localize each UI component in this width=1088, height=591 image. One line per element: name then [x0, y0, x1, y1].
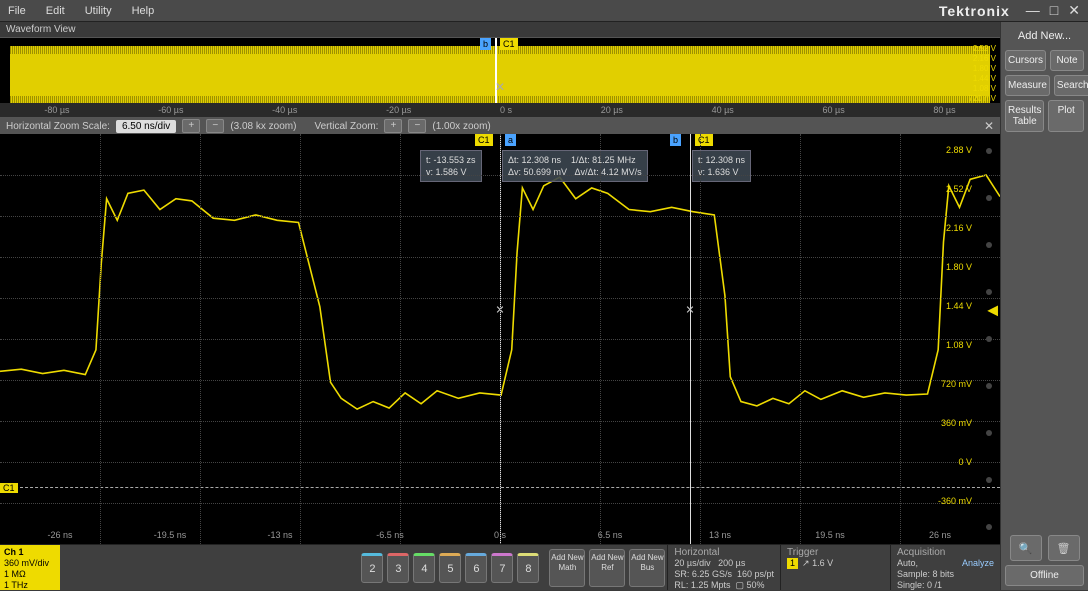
cursor-a-tag[interactable]: a	[505, 134, 516, 146]
menu-help[interactable]: Help	[132, 5, 155, 17]
magnifier-icon: 🔍	[1019, 542, 1033, 555]
hz-zoom-out-button[interactable]: −	[206, 119, 224, 133]
hz-zoom-value[interactable]: 6.50 ns/div	[116, 120, 176, 133]
brand-logo: Tektronix	[939, 3, 1010, 19]
x-tick-label: -13 ns	[267, 530, 292, 540]
cursor-b-reticle-icon: ✕	[685, 304, 694, 317]
x-tick-label: -26 ns	[47, 530, 72, 540]
minimize-icon[interactable]: —	[1026, 2, 1040, 19]
y-tick-label: 720 mV	[941, 379, 972, 389]
window-controls: — □ ✕	[1026, 2, 1080, 19]
waveform-overview[interactable]: 2.52 V2.16 V 1.80 V1.44 V 1.08 V720 mV 3…	[0, 38, 1000, 118]
waveform-view-header: Waveform View	[0, 22, 1000, 38]
channel-6-button[interactable]: 6	[465, 553, 487, 583]
x-tick-label: 0 s	[494, 530, 506, 540]
x-tick-label: 6.5 ns	[598, 530, 623, 540]
x-tick-label: -6.5 ns	[376, 530, 404, 540]
channel-3-button[interactable]: 3	[387, 553, 409, 583]
channel-buttons: 2345678	[353, 545, 547, 590]
main-plot[interactable]: C1 ✕ C1 a ✕ b C1 t: -13.553 zs v: 1.586 …	[0, 134, 1000, 544]
channel-5-button[interactable]: 5	[439, 553, 461, 583]
vz-zoom-in-button[interactable]: +	[384, 119, 402, 133]
overview-waveform	[10, 46, 990, 104]
overview-ch1-tag[interactable]: C1	[500, 38, 518, 50]
menu-edit[interactable]: Edit	[46, 5, 65, 17]
channel-4-button[interactable]: 4	[413, 553, 435, 583]
delete-tool-button[interactable]: 🗑	[1048, 535, 1080, 561]
results-table-button[interactable]: Results Table	[1005, 100, 1044, 132]
y-tick-label: 2.88 V	[946, 145, 972, 155]
zoom-tool-button[interactable]: 🔍	[1010, 535, 1042, 561]
cursor-b-ch-tag: C1	[695, 134, 713, 146]
add-ref-button[interactable]: Add New Ref	[589, 549, 625, 587]
hz-zoom-label: Horizontal Zoom Scale:	[6, 121, 110, 132]
measure-button[interactable]: Measure	[1005, 75, 1050, 96]
cursor-b-tag[interactable]: b	[670, 134, 681, 146]
x-tick-label: 13 ns	[709, 530, 731, 540]
channel-8-button[interactable]: 8	[517, 553, 539, 583]
right-sidebar: Add New... Cursors Note Measure Search R…	[1000, 22, 1088, 590]
y-tick-label: -360 mV	[938, 496, 972, 506]
channel-7-button[interactable]: 7	[491, 553, 513, 583]
y-tick-label: 360 mV	[941, 418, 972, 428]
x-tick-label: 19.5 ns	[815, 530, 845, 540]
x-tick-label: 26 ns	[929, 530, 951, 540]
cursors-button[interactable]: Cursors	[1005, 50, 1046, 71]
menu-bar: File Edit Utility Help Tektronix — □ ✕	[0, 0, 1088, 22]
menu-utility[interactable]: Utility	[85, 5, 112, 17]
note-button[interactable]: Note	[1050, 50, 1084, 71]
y-tick-label: 1.80 V	[946, 262, 972, 272]
cursor-delta-readout[interactable]: Δt: 12.308 ns 1/Δt: 81.25 MHz Δv: 50.699…	[502, 150, 648, 182]
trash-icon: 🗑	[1057, 542, 1071, 555]
channel-2-button[interactable]: 2	[361, 553, 383, 583]
overview-cursor-b-tag[interactable]: b	[480, 38, 491, 50]
ch1-bandwidth: 1 THz	[4, 580, 56, 591]
y-tick-label: 1.44 V	[946, 301, 972, 311]
vz-zoom-out-button[interactable]: −	[408, 119, 426, 133]
close-icon[interactable]: ✕	[1068, 2, 1080, 19]
x-tick-label: -19.5 ns	[154, 530, 187, 540]
add-math-button[interactable]: Add New Math	[549, 549, 585, 587]
vz-zoom-label: Vertical Zoom:	[314, 121, 378, 132]
overview-time-axis: -80 µs-60 µs -40 µs-20 µs 0 s20 µs 40 µs…	[0, 103, 1000, 117]
menu-file[interactable]: File	[8, 5, 26, 17]
search-button[interactable]: Search	[1054, 75, 1088, 96]
acquisition-panel[interactable]: Acquisition Auto,Analyze Sample: 8 bits …	[890, 545, 1000, 590]
zoom-toolbar: Horizontal Zoom Scale: 6.50 ns/div + − (…	[0, 118, 1000, 134]
offline-button[interactable]: Offline	[1005, 565, 1084, 586]
overview-reticle-icon: ✕	[495, 80, 505, 94]
zoom-close-button[interactable]: ✕	[984, 119, 994, 133]
y-tick-label: 0 V	[958, 457, 972, 467]
horizontal-panel[interactable]: Horizontal 20 µs/div 200 µs SR: 6.25 GS/…	[667, 545, 780, 590]
cursor-a-ch-tag: C1	[475, 134, 493, 146]
sidebar-title: Add New...	[1005, 26, 1084, 46]
analyze-link[interactable]: Analyze	[962, 558, 994, 569]
cursor-a-readout[interactable]: t: -13.553 zs v: 1.586 V	[420, 150, 482, 182]
ch1-ground-tag[interactable]: C1	[0, 483, 18, 493]
ch1-scale: 360 mV/div	[4, 558, 56, 569]
ch1-badge[interactable]: Ch 1 360 mV/div 1 MΩ 1 THz	[0, 545, 60, 590]
plot-button[interactable]: Plot	[1048, 100, 1084, 132]
ch1-impedance: 1 MΩ	[4, 569, 56, 580]
y-tick-label: 2.52 V	[946, 184, 972, 194]
y-tick-label: 2.16 V	[946, 223, 972, 233]
y-tick-label: 1.08 V	[946, 340, 972, 350]
hz-zoom-in-button[interactable]: +	[182, 119, 200, 133]
trigger-panel[interactable]: Trigger 1↗ 1.6 V	[780, 545, 890, 590]
maximize-icon[interactable]: □	[1050, 2, 1058, 19]
hz-zoom-factor: (3.08 kx zoom)	[230, 121, 296, 132]
add-bus-button[interactable]: Add New Bus	[629, 549, 665, 587]
bottom-bar: Ch 1 360 mV/div 1 MΩ 1 THz 2345678 Add N…	[0, 544, 1000, 590]
ch1-name: Ch 1	[4, 547, 56, 558]
vz-zoom-factor: (1.00x zoom)	[432, 121, 490, 132]
